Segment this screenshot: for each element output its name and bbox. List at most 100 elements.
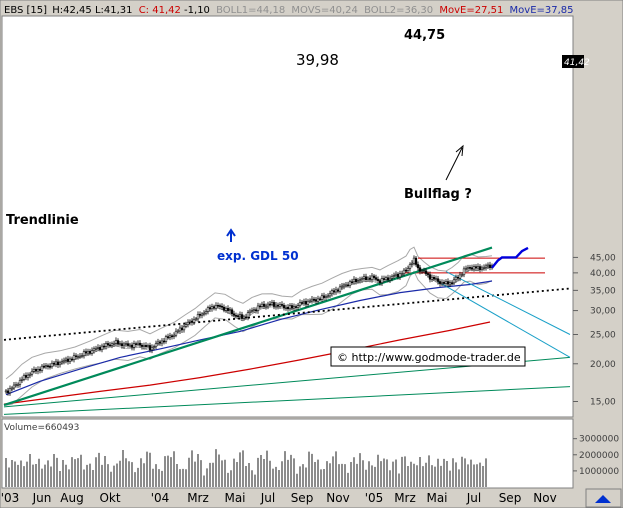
candle-body — [72, 355, 76, 360]
price-tick-label: 45,00 — [590, 253, 616, 263]
candle-body — [308, 300, 312, 303]
candle-body — [452, 279, 456, 284]
candle-body — [176, 330, 180, 333]
candle-body — [226, 308, 230, 311]
candle-body — [266, 303, 270, 307]
candle-body — [434, 278, 438, 280]
candle-body — [242, 316, 246, 319]
ema-red-line — [3, 321, 491, 405]
candle-body — [392, 275, 396, 277]
price-tick-label: 30,00 — [590, 307, 616, 317]
candle-body — [252, 309, 256, 311]
candle-body — [18, 380, 22, 385]
candle-body — [228, 309, 232, 311]
candle-body — [354, 278, 358, 283]
legend-ohlc: H:42,45 L:41,31 — [52, 5, 132, 16]
candle-body — [216, 305, 220, 307]
candle-body — [54, 361, 58, 365]
candle-body — [64, 358, 68, 361]
level-price-label: 39,98 — [296, 51, 339, 69]
price-tick-label: 25,00 — [590, 331, 616, 341]
forecast-line — [491, 246, 529, 269]
candle-body — [58, 362, 62, 366]
candle-body — [142, 345, 146, 347]
candle-body — [30, 371, 34, 375]
candle-body — [10, 387, 14, 390]
candle-body — [480, 267, 484, 270]
candle-body — [430, 277, 434, 280]
candle-body — [486, 264, 490, 267]
time-tick-label: Mai — [224, 491, 245, 505]
candle-body — [234, 315, 238, 317]
candle-body — [306, 300, 310, 305]
candle-body — [484, 265, 488, 268]
candle-body — [294, 306, 298, 308]
chart-legend: EBS [15] H:42,45 L:41,31 C: 41,42 -1,10 … — [4, 5, 574, 16]
candle-body — [94, 348, 98, 350]
legend-ema-blue: MovE=37,85 — [510, 5, 574, 16]
candle-body — [454, 276, 458, 281]
candle-body — [444, 281, 448, 284]
candle-body — [312, 298, 316, 301]
candle-body — [356, 280, 360, 283]
candle-body — [200, 313, 204, 316]
candle-body — [258, 305, 262, 308]
candle-body — [340, 285, 344, 288]
time-tick-label: Sep — [499, 491, 522, 505]
candle-body — [416, 264, 420, 268]
candle-body — [254, 309, 258, 311]
time-tick-label: Jul — [466, 491, 481, 505]
candle-body — [156, 341, 160, 344]
candle-body — [192, 319, 196, 323]
price-tick-label: 35,00 — [590, 286, 616, 296]
candle-body — [408, 264, 412, 269]
candle-body — [78, 355, 82, 358]
candle-body — [268, 303, 272, 306]
candle-body — [458, 274, 462, 279]
candle-body — [326, 295, 330, 298]
candle-body — [436, 278, 440, 282]
trendline-label: Trendlinie — [6, 213, 79, 228]
candle-body — [358, 279, 362, 282]
volume-tick-label: 3000000 — [579, 435, 619, 445]
candle-body — [8, 388, 12, 393]
candle-body — [160, 340, 164, 344]
candle-body — [180, 327, 184, 331]
candle-body — [388, 277, 392, 281]
candle-body — [418, 267, 422, 272]
candle-body — [22, 375, 26, 380]
candle-body — [110, 343, 114, 346]
legend-boll1: BOLL1=44,18 — [216, 5, 285, 16]
candle-body — [286, 306, 290, 309]
candle-body — [104, 343, 108, 347]
candle-body — [406, 268, 410, 271]
candle-body — [84, 351, 88, 354]
candle-body — [364, 276, 368, 280]
candle-body — [46, 365, 50, 367]
website-label[interactable]: © http://www.godmode-trader.de — [337, 351, 521, 364]
candle-body — [414, 257, 418, 265]
candle-body — [82, 351, 86, 356]
gdl-arrow — [226, 228, 236, 242]
candle-body — [240, 314, 244, 319]
candle-body — [48, 366, 52, 368]
candle-body — [284, 306, 288, 309]
candle-body — [12, 384, 16, 389]
candle-body — [190, 320, 194, 323]
candle-body — [214, 305, 218, 309]
candle-body — [482, 267, 486, 269]
candle-body — [402, 269, 406, 274]
last-price-label: 41,42 — [564, 58, 590, 68]
candle-body — [276, 304, 280, 307]
candle-body — [90, 350, 94, 354]
candle-body — [102, 345, 106, 348]
candle-body — [88, 351, 92, 354]
candle-body — [260, 303, 264, 307]
candle-body — [62, 360, 66, 363]
candle-body — [342, 284, 346, 287]
channel-line-lower — [445, 271, 571, 335]
candle-body — [218, 305, 222, 307]
candle-body — [464, 268, 468, 271]
volume-tick-label: 1000000 — [579, 467, 619, 477]
